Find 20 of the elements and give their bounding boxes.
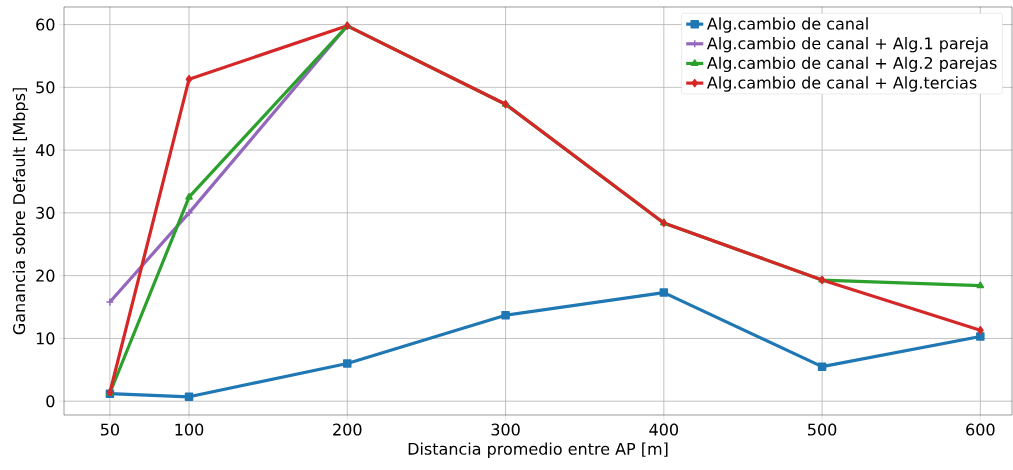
x-tick-label: 400 (649, 423, 679, 436)
legend-label: Alg.cambio de canal + Alg.tercias (706, 76, 977, 92)
x-tick-label: 50 (100, 423, 120, 436)
x-tick-label: 500 (808, 423, 837, 436)
x-axis-title: Distancia promedio entre AP [m] (408, 442, 668, 458)
y-tick-label: 50 (36, 81, 55, 94)
legend-label: Alg.cambio de canal (706, 17, 868, 33)
x-tick-label: 600 (966, 423, 995, 436)
y-tick-label: 10 (36, 332, 55, 345)
y-tick-label: 40 (35, 144, 55, 157)
legend-label: Alg.cambio de canal + Alg.1 pareja (706, 36, 988, 53)
y-tick-label: 60 (36, 18, 55, 31)
legend-label: Alg.cambio de canal + Alg.2 parejas (706, 56, 997, 73)
y-tick-label: 30 (36, 206, 55, 219)
x-tick-label: 100 (175, 423, 204, 436)
y-axis-title: Ganancia sobre Default [Mbps] (12, 88, 29, 335)
y-tick-label: 0 (46, 395, 55, 408)
y-tick-label: 20 (36, 269, 55, 282)
x-tick-label: 200 (333, 423, 362, 436)
x-tick-label: 300 (491, 423, 520, 436)
